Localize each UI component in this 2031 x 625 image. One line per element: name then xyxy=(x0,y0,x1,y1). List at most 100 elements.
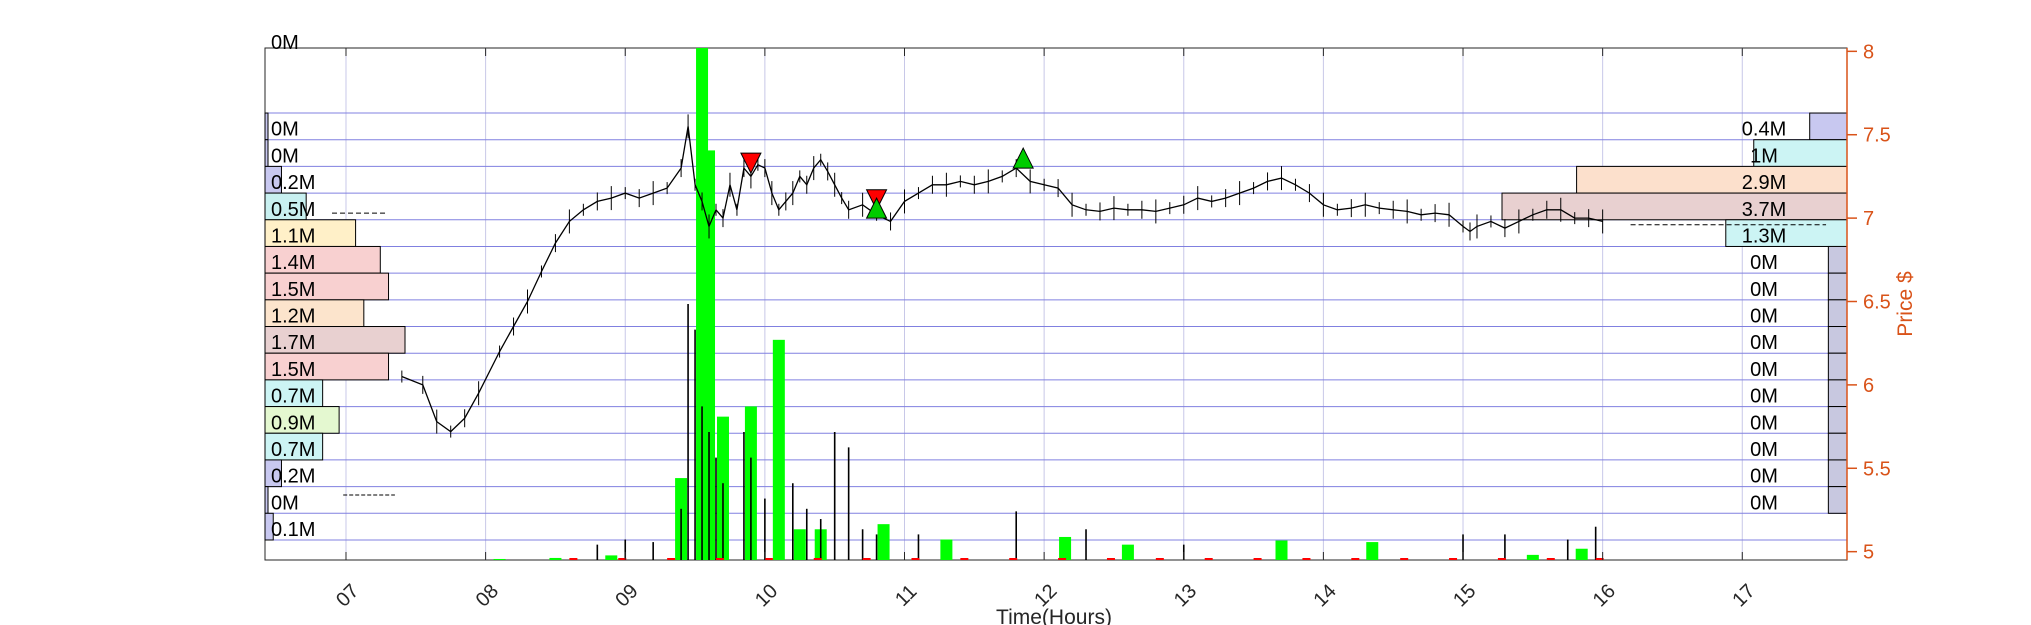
price-tick-label: 8 xyxy=(1863,41,1874,63)
right-profile-label: 0M xyxy=(1750,466,1778,488)
price-tick-label: 7 xyxy=(1863,208,1874,230)
left-profile-label: 0.7M xyxy=(271,439,315,461)
left-profile-bar xyxy=(264,326,406,354)
volume-bar xyxy=(1575,548,1588,560)
left-profile-bar xyxy=(264,112,269,141)
right-profile-bar xyxy=(1725,219,1848,247)
x-tick-label: 17 xyxy=(1728,580,1759,611)
left-profile-label: 1.1M xyxy=(271,225,315,247)
left-profile-label: 1.2M xyxy=(271,306,315,328)
x-tick-label: 15 xyxy=(1449,580,1480,611)
volume-bar xyxy=(605,555,618,560)
right-profile-label: 1.3M xyxy=(1742,225,1786,247)
volume-bar xyxy=(493,558,506,560)
left-profile-label: 0.1M xyxy=(271,519,315,541)
price-tick-label: 5 xyxy=(1863,542,1874,564)
left-profile-bar xyxy=(264,139,269,167)
y-axis-title: Price $ xyxy=(1894,271,1917,337)
trade-markers xyxy=(740,146,1034,219)
left-volume-profile: 0M 0M 0.2M 0.5M 1.1M 1.4M 1.5M 1.2M 1.7M 1.5M 0.7M… xyxy=(264,112,406,541)
right-profile-bar xyxy=(1827,245,1848,274)
x-axis-title: Time(Hours) xyxy=(996,606,1112,625)
right-profile-bar xyxy=(1827,379,1848,408)
right-profile-bar xyxy=(1576,165,1848,194)
right-profile-bar xyxy=(1809,112,1848,141)
right-profile-bar xyxy=(1827,432,1848,461)
x-tick-label: 11 xyxy=(891,581,921,611)
volume-bar xyxy=(793,529,806,560)
left-profile-label: 0.2M xyxy=(271,172,315,194)
right-profile-bar xyxy=(1827,272,1848,301)
volume-bar xyxy=(1275,540,1288,560)
grid-layer xyxy=(265,48,1847,560)
price-tick-label: 7.5 xyxy=(1863,125,1891,147)
left-profile-label: 0M xyxy=(271,119,299,141)
right-profile-label: 0M xyxy=(1750,386,1778,408)
right-profile-label: 0M xyxy=(1750,439,1778,461)
right-profile-label: 0M xyxy=(1750,306,1778,328)
left-profile-bar xyxy=(264,486,269,514)
right-profile-label: 1M xyxy=(1750,145,1778,167)
volume-bar xyxy=(1366,542,1379,560)
left-profile-label: 0M xyxy=(271,145,299,167)
left-profile-bar xyxy=(264,352,390,381)
right-profile-bar xyxy=(1827,352,1848,381)
right-profile-label: 0M xyxy=(1750,332,1778,354)
right-profile-bar xyxy=(1827,459,1848,488)
right-profile-label: 0M xyxy=(1750,279,1778,301)
left-profile-label: 0.5M xyxy=(271,199,315,221)
x-tick-label: 10 xyxy=(751,580,782,611)
right-profile-bar xyxy=(1827,326,1848,354)
plot-area xyxy=(264,47,1848,561)
left-profile-label: 0.2M xyxy=(271,466,315,488)
left-profile-bar xyxy=(264,406,340,434)
left-profile-bar xyxy=(264,299,365,328)
left-profile-bar xyxy=(264,379,324,408)
volume-bar xyxy=(1121,544,1134,560)
volume-bar xyxy=(1526,554,1539,560)
left-profile-label: 0.7M xyxy=(271,386,315,408)
x-tick-label: 13 xyxy=(1170,580,1201,611)
right-profile-bar xyxy=(1501,192,1848,221)
right-volume-profile: 0.4M 1M 2.9M 3.7M 1.3M 0M 0M 0M 0M 0M 0M 0M 0M 0M 0M xyxy=(1501,112,1848,514)
left-profile-bar xyxy=(264,432,324,461)
left-profile-bar xyxy=(264,245,381,274)
left-profile-bar xyxy=(264,512,274,541)
top-left-label: 0M xyxy=(271,32,299,54)
buy-marker xyxy=(865,196,888,219)
left-profile-label: 1.4M xyxy=(271,252,315,274)
right-profile-bar xyxy=(1827,486,1848,514)
buy-marker xyxy=(1012,146,1034,169)
right-profile-label: 0M xyxy=(1750,359,1778,381)
left-profile-bar xyxy=(264,459,282,488)
volume-bar xyxy=(549,557,562,560)
x-tick-label: 14 xyxy=(1310,580,1341,611)
left-profile-label: 0.9M xyxy=(271,412,315,434)
left-profile-bar xyxy=(264,272,390,301)
right-profile-label: 0.4M xyxy=(1742,119,1786,141)
left-profile-label: 1.7M xyxy=(271,332,315,354)
right-profile-label: 3.7M xyxy=(1742,199,1786,221)
left-profile-bar xyxy=(264,219,357,247)
price-tick-label: 6.5 xyxy=(1863,291,1891,313)
volume-bars xyxy=(493,48,1604,560)
left-profile-label: 1.5M xyxy=(271,279,315,301)
left-profile-label: 0M xyxy=(271,492,299,514)
right-profile-bar xyxy=(1827,299,1848,328)
price-series xyxy=(332,114,1827,496)
right-profile-bar xyxy=(1827,406,1848,434)
left-profile-bar xyxy=(264,192,307,221)
sell-marker xyxy=(740,152,762,175)
price-tick-label: 5.5 xyxy=(1863,458,1891,480)
volume-bar xyxy=(1059,536,1072,560)
volume-bar xyxy=(772,339,785,560)
left-profile-label: 1.5M xyxy=(271,359,315,381)
price-tick-label: 6 xyxy=(1863,375,1874,397)
right-profile-bar xyxy=(1753,139,1848,167)
right-profile-label: 0M xyxy=(1750,252,1778,274)
x-tick-label: 07 xyxy=(332,580,363,611)
right-profile-label: 0M xyxy=(1750,412,1778,434)
volume-bar xyxy=(703,150,716,560)
x-tick-label: 16 xyxy=(1589,580,1620,611)
